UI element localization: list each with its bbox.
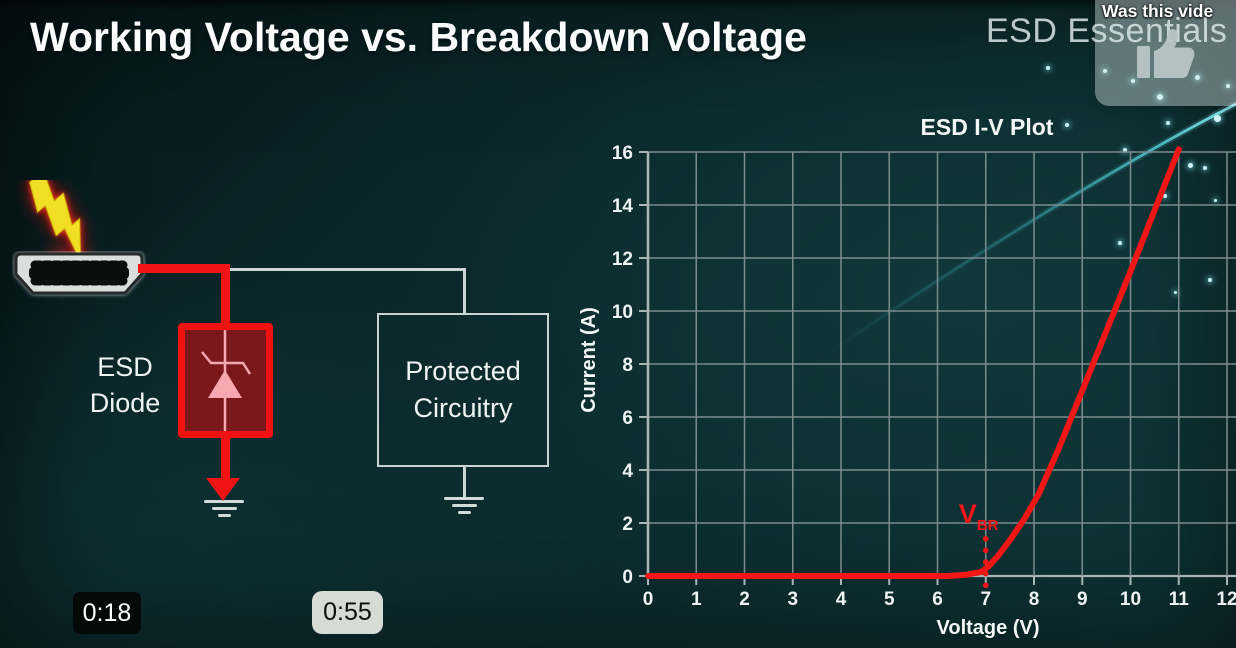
protected-label-line1: Protected	[405, 356, 521, 386]
thumbs-up-icon[interactable]	[1135, 22, 1199, 84]
wire-red-horizontal	[138, 264, 230, 273]
esd-diode-label-line1: ESD	[97, 352, 153, 382]
star-dot	[1065, 123, 1069, 127]
star-dot	[1118, 241, 1122, 245]
ground-symbol-diode	[204, 500, 244, 517]
svg-text:0: 0	[643, 589, 654, 610]
svg-text:9: 9	[1077, 589, 1088, 610]
svg-text:5: 5	[884, 589, 895, 610]
svg-text:0: 0	[622, 567, 633, 588]
zener-diode-icon	[201, 330, 252, 431]
svg-text:7: 7	[980, 589, 991, 610]
svg-text:12: 12	[1216, 589, 1236, 610]
ground-symbol-protected	[444, 497, 484, 514]
svg-text:3: 3	[787, 589, 798, 610]
svg-text:10: 10	[612, 302, 633, 323]
page-title: Working Voltage vs. Breakdown Voltage	[30, 14, 807, 60]
star-dot	[1194, 74, 1200, 80]
chart-title: ESD I-V Plot	[920, 114, 1054, 140]
esd-diode-label: ESD Diode	[72, 349, 178, 421]
svg-text:4: 4	[622, 461, 633, 482]
hdmi-connector-icon	[14, 252, 144, 295]
star-dot	[1203, 166, 1207, 170]
diode-ground-wire	[221, 436, 230, 480]
svg-text:10: 10	[1120, 589, 1141, 610]
svg-text:16: 16	[612, 143, 633, 164]
current-arrow-icon	[206, 478, 240, 501]
star-dot	[1208, 278, 1212, 282]
star-dot	[1173, 290, 1177, 294]
svg-text:2: 2	[739, 589, 750, 610]
star-dot	[1166, 121, 1170, 125]
wire-to-protected-horizontal	[226, 268, 466, 271]
wire-to-protected-vertical	[463, 268, 466, 315]
star-dot	[1226, 84, 1230, 88]
x-axis-label: Voltage (V)	[936, 617, 1040, 639]
lightning-bolt-icon	[29, 180, 82, 263]
svg-text:8: 8	[1029, 589, 1040, 610]
star-dot	[1131, 79, 1135, 83]
svg-text:11: 11	[1169, 589, 1190, 610]
star-dot	[1187, 162, 1193, 168]
wire-red-vertical	[221, 264, 230, 326]
star-dot	[1123, 148, 1127, 152]
star-dot	[1213, 198, 1217, 202]
star-dot	[1103, 69, 1107, 73]
timestamp-chip-light: 0:55	[312, 591, 383, 634]
overlay-question-text: Was this vide	[1102, 1, 1214, 21]
protected-label-line2: Circuitry	[413, 393, 513, 423]
video-question-overlay[interactable]: Was this vide	[1095, 0, 1236, 106]
watermark-text: ESD Essentials	[986, 12, 1228, 50]
svg-text:14: 14	[612, 196, 634, 217]
protected-ground-wire	[463, 467, 466, 497]
svg-text:6: 6	[622, 408, 633, 429]
timestamp-chip-dark: 0:18	[73, 592, 141, 634]
esd-diode-label-line2: Diode	[89, 388, 161, 418]
protected-circuitry-box: Protected Circuitry	[377, 313, 549, 467]
svg-text:8: 8	[622, 355, 633, 376]
svg-text:12: 12	[612, 249, 633, 270]
svg-text:6: 6	[932, 589, 943, 610]
svg-text:VBR: VBR	[959, 499, 999, 534]
star-dot	[1163, 194, 1167, 198]
svg-text:4: 4	[836, 589, 847, 610]
star-dot	[1157, 94, 1163, 100]
svg-text:2: 2	[622, 514, 633, 535]
star-dot	[1213, 114, 1221, 122]
svg-text:1: 1	[691, 589, 702, 610]
star-dot	[1046, 66, 1050, 70]
